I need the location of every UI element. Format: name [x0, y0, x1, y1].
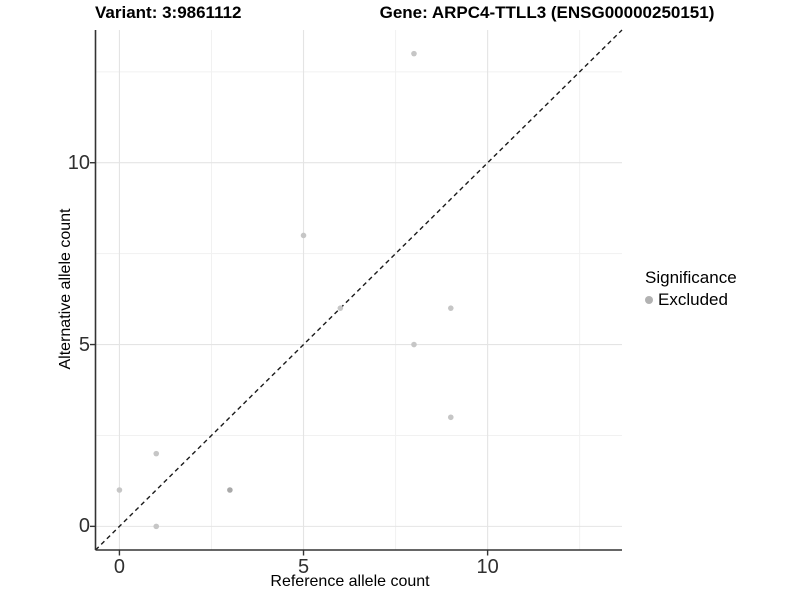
data-point — [116, 487, 123, 493]
identity-line — [95, 29, 623, 551]
data-point — [447, 414, 454, 421]
legend-item-label: Excluded — [658, 290, 728, 310]
y-tick-label: 10 — [67, 151, 90, 174]
data-point — [447, 305, 454, 311]
data-point — [411, 341, 417, 348]
gene-title: Gene: ARPC4-TTLL3 (ENSG00000250151) — [379, 3, 715, 22]
data-point — [153, 450, 160, 457]
legend-item: Excluded — [645, 289, 737, 310]
y-tick-label: 0 — [78, 515, 90, 538]
data-point — [227, 487, 233, 493]
data-point — [337, 305, 344, 311]
data-point — [153, 523, 160, 530]
x-tick-label: 5 — [297, 556, 310, 578]
x-axis-label: Reference allele count — [270, 573, 430, 590]
legend-title: Significance — [645, 268, 737, 287]
legend-key-dot-icon — [645, 295, 653, 304]
variant-title: Variant: 3:9861112 — [95, 3, 242, 22]
data-point — [411, 50, 417, 57]
legend-items: Excluded — [645, 289, 737, 310]
y-tick-label: 5 — [78, 333, 90, 356]
y-axis-label: Alternative allele count — [57, 208, 74, 370]
legend: Significance Excluded — [645, 267, 737, 311]
x-tick-label: 0 — [113, 556, 125, 578]
x-tick-label: 10 — [476, 556, 499, 578]
data-point — [300, 232, 307, 239]
